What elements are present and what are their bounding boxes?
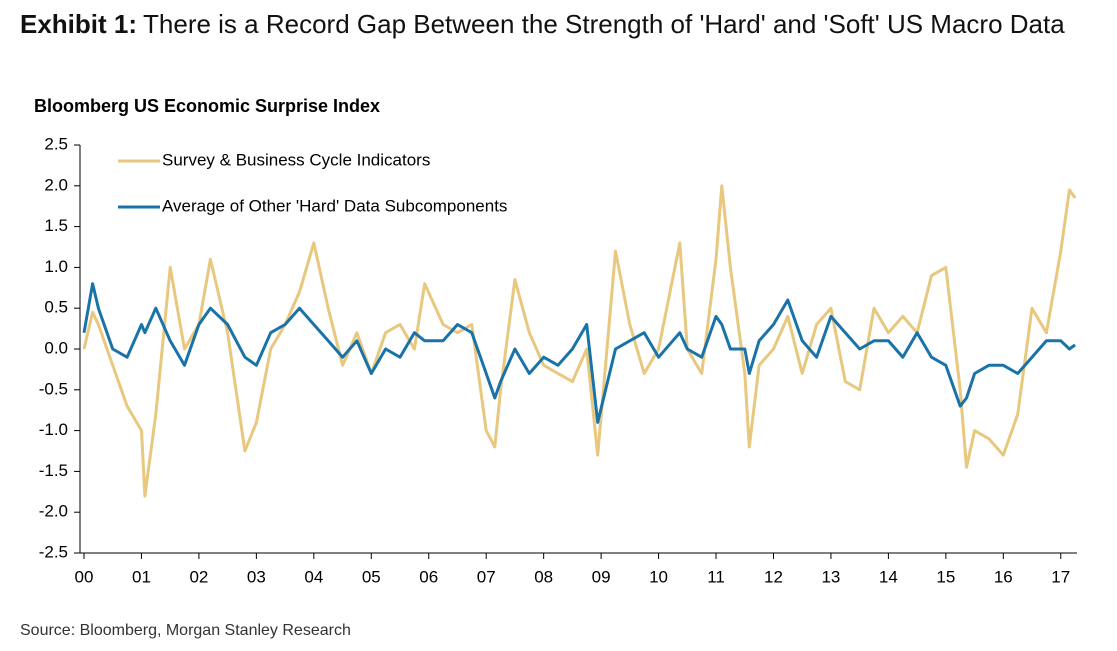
chart-subtitle: Bloomberg US Economic Surprise Index bbox=[34, 96, 380, 116]
series-line bbox=[82, 282, 1076, 424]
x-tick-label: 08 bbox=[534, 567, 553, 586]
y-tick-label: 2.5 bbox=[44, 134, 68, 153]
x-tick-label: 01 bbox=[132, 567, 151, 586]
y-tick-label: 0.0 bbox=[44, 338, 68, 357]
x-tick-label: 12 bbox=[764, 567, 783, 586]
x-tick-label: 03 bbox=[247, 567, 266, 586]
x-tick-label: 02 bbox=[189, 567, 208, 586]
x-tick-label: 06 bbox=[419, 567, 438, 586]
x-tick-label: 11 bbox=[707, 567, 725, 586]
y-tick-label: 2.0 bbox=[44, 175, 68, 194]
series-line bbox=[82, 184, 1077, 498]
x-tick-label: 07 bbox=[477, 567, 496, 586]
x-tick-label: 13 bbox=[821, 567, 840, 586]
x-tick-label: 15 bbox=[936, 567, 955, 586]
x-tick-label: 16 bbox=[994, 567, 1013, 586]
x-tick-label: 09 bbox=[592, 567, 611, 586]
y-tick-label: -0.5 bbox=[39, 379, 68, 398]
legend-label: Average of Other 'Hard' Data Subcomponen… bbox=[162, 196, 507, 215]
x-tick-label: 17 bbox=[1051, 567, 1070, 586]
y-tick-label: -2.0 bbox=[39, 502, 68, 521]
title: There is a Record Gap Between the Streng… bbox=[143, 9, 1065, 39]
legend-label: Survey & Business Cycle Indicators bbox=[162, 150, 430, 169]
x-tick-label: 14 bbox=[879, 567, 898, 586]
x-tick-label: 04 bbox=[304, 567, 323, 586]
y-tick-label: -1.0 bbox=[39, 420, 68, 439]
y-tick-label: -2.5 bbox=[39, 542, 68, 561]
y-tick-label: 0.5 bbox=[44, 298, 68, 317]
header: Exhibit 1: There is a Record Gap Between … bbox=[20, 6, 1110, 42]
x-tick-label: 05 bbox=[362, 567, 381, 586]
source: Source: Bloomberg, Morgan Stanley Resear… bbox=[20, 622, 351, 639]
y-tick-label: -1.5 bbox=[39, 461, 68, 480]
x-tick-label: 00 bbox=[75, 567, 94, 586]
y-tick-label: 1.5 bbox=[44, 216, 68, 235]
x-tick-label: 10 bbox=[649, 567, 668, 586]
exhibit-label: Exhibit 1: bbox=[20, 9, 138, 39]
y-tick-label: 1.0 bbox=[44, 257, 68, 276]
